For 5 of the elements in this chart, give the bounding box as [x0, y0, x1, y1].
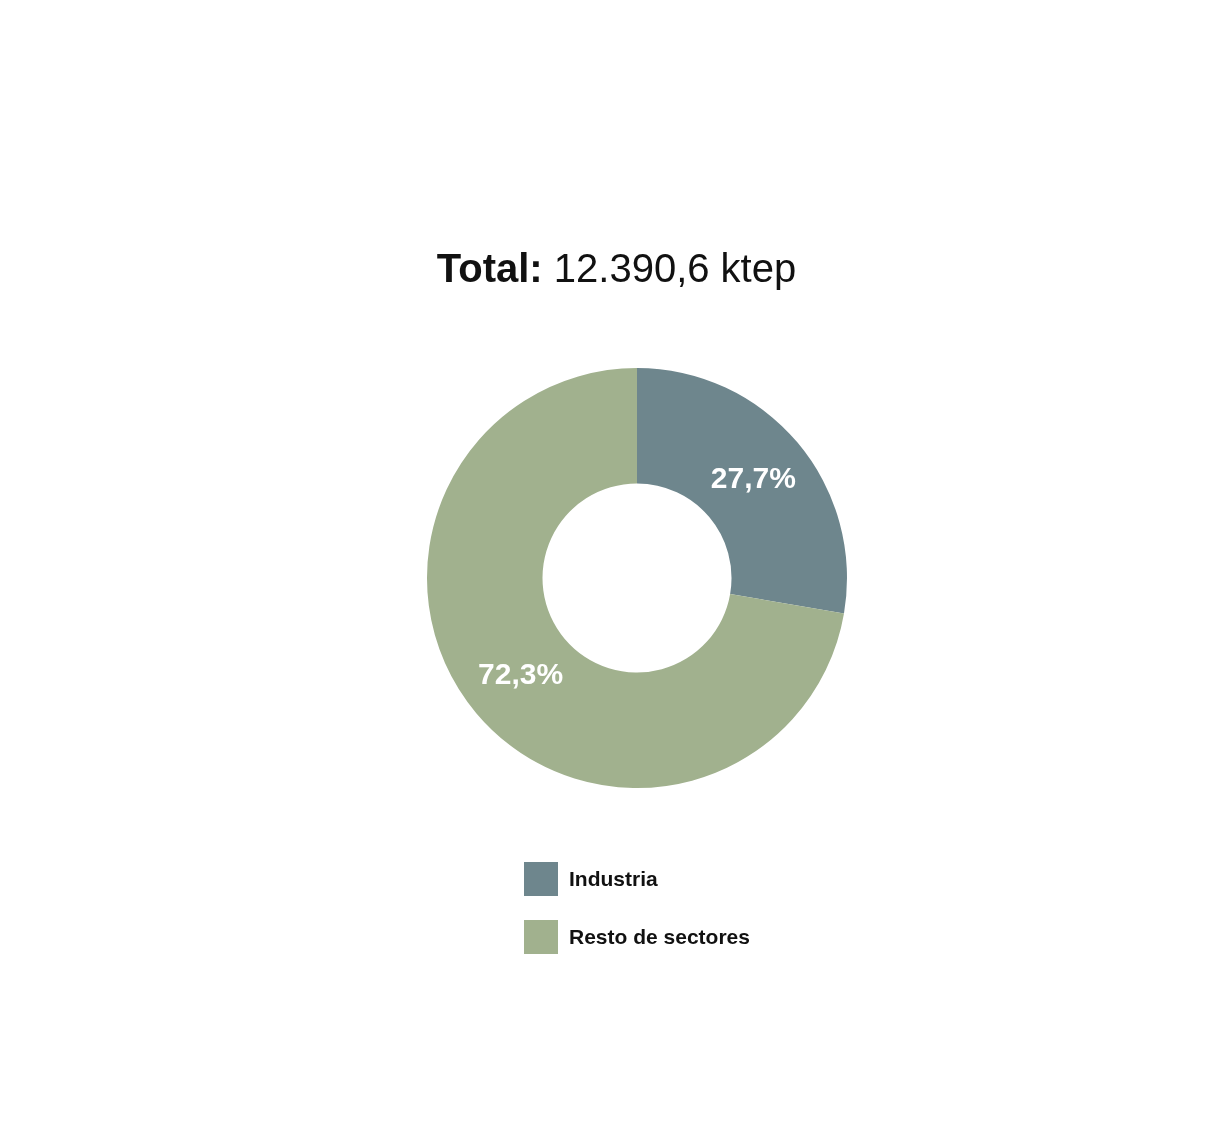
- data-label: 27,7%: [710, 461, 796, 495]
- chart-title: Total: 12.390,6 ktep: [436, 246, 797, 290]
- legend-label: Resto de sectores: [569, 924, 750, 948]
- data-label: 72,3%: [478, 657, 564, 691]
- legend-label: Industria: [569, 866, 658, 890]
